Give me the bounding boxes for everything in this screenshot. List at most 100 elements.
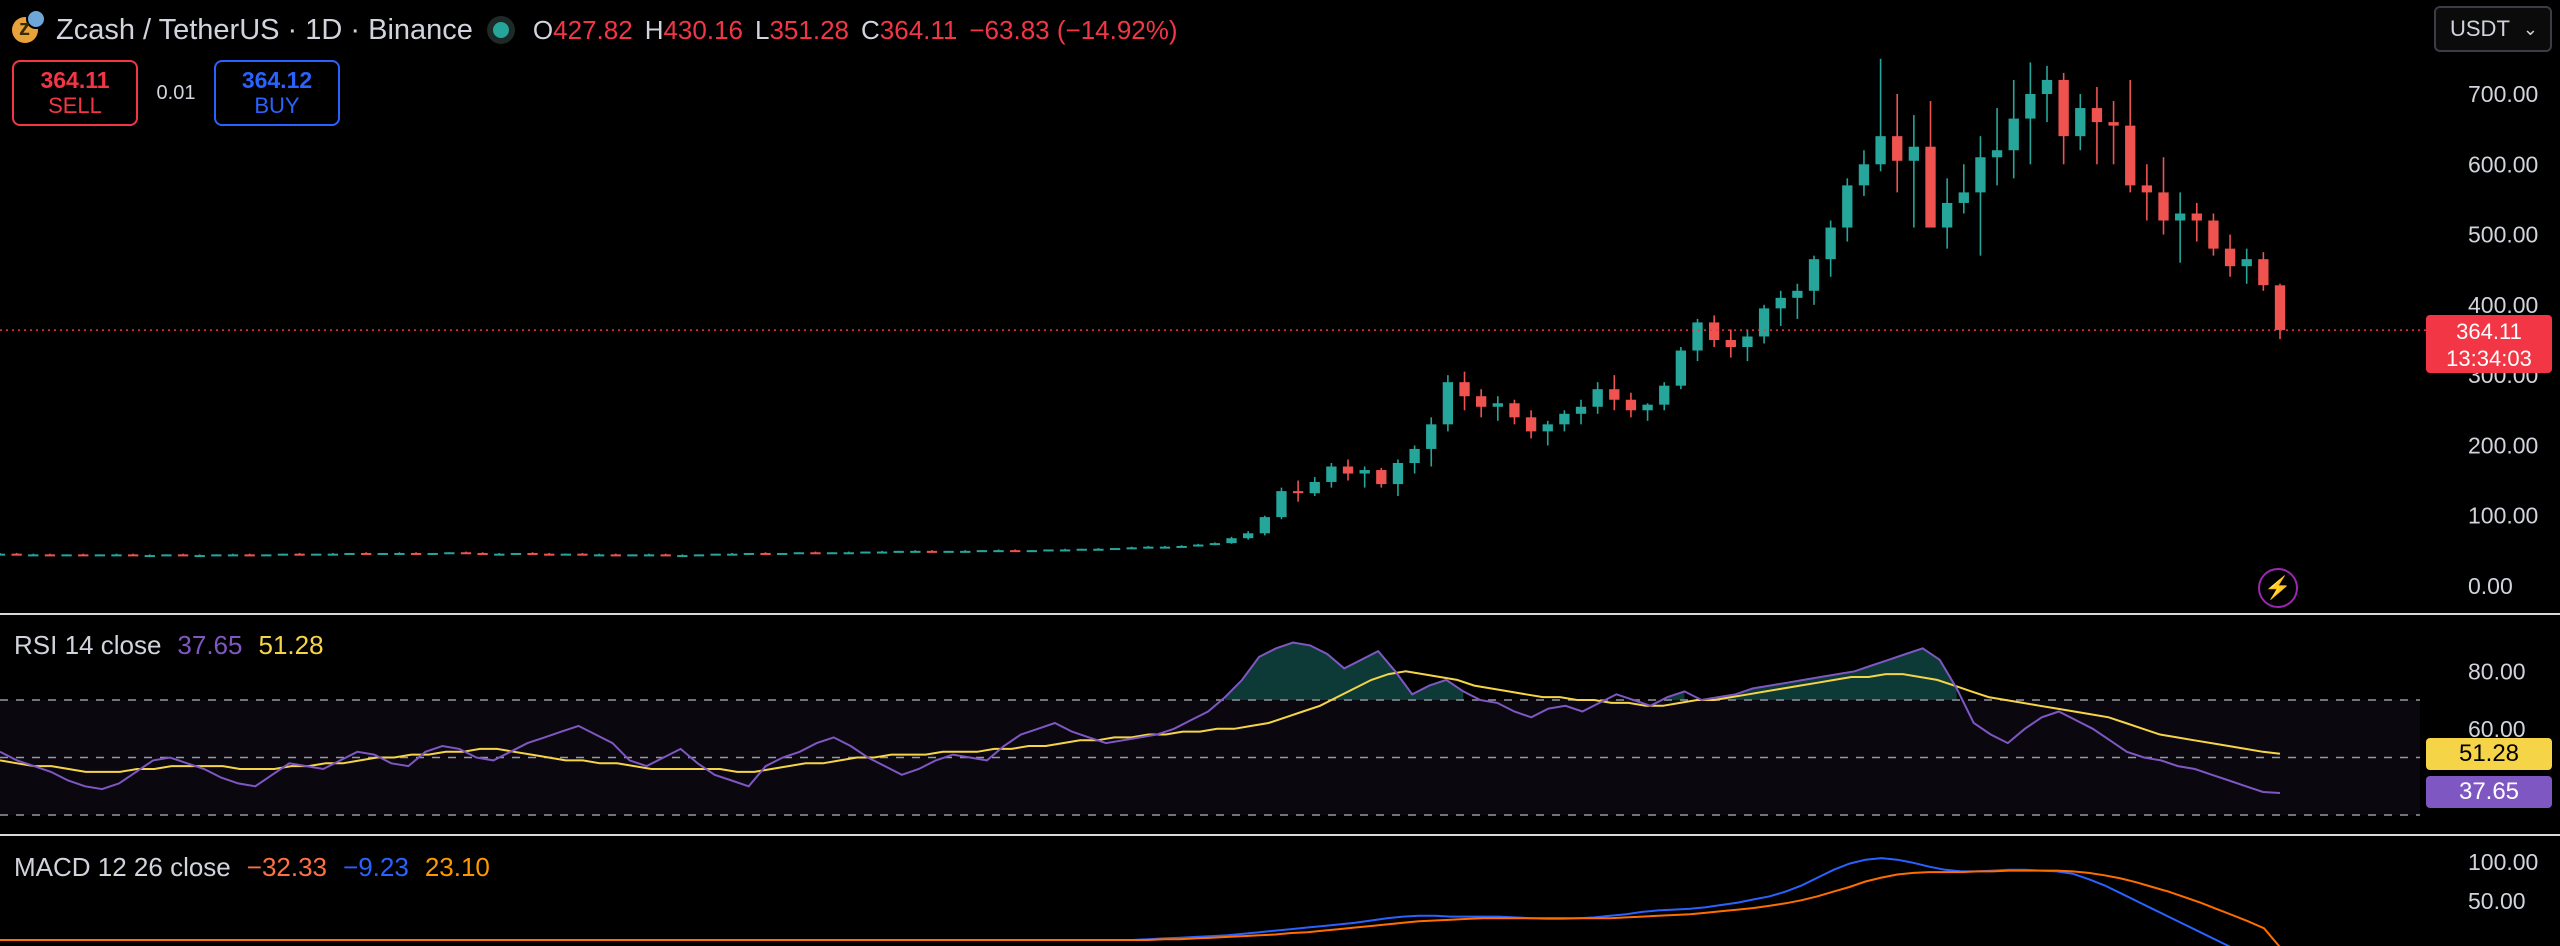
candle-body [777,552,788,555]
candle-body [1226,538,1237,544]
candle-body [843,552,854,555]
candle-body [1559,413,1570,425]
zcash-coin-icon [12,9,46,43]
high-value: 430.16 [663,14,743,45]
candle-body [1043,549,1054,552]
sell-button[interactable]: 364.11 SELL [12,60,138,126]
candle-body [2224,248,2236,267]
open-value: 427.82 [553,14,633,45]
candle-body [1426,424,1437,449]
candle-body [793,552,804,555]
candle-body [1725,340,1736,348]
candle-body [394,552,405,555]
candle-body [1243,533,1254,539]
candle-body [2208,220,2219,249]
candle-body [11,553,22,556]
candle-body [727,553,738,556]
candle-body [993,550,1004,553]
open-label: O [532,14,554,45]
rsi-label[interactable]: RSI 14 close [14,630,162,660]
candle-body [1076,548,1087,551]
chevron-down-icon: ⌄ [2522,18,2538,39]
candle-body [1675,350,1687,386]
candle-body [61,554,72,557]
candle-body [876,551,888,554]
candle-body [1059,549,1071,552]
candle-body [1775,297,1786,309]
candle-body [494,553,505,556]
candle-body [1492,403,1503,407]
price-axis-label: 100.00 [2468,503,2538,529]
candle-body [0,553,6,556]
candle-body [127,554,139,557]
candle-body [1509,403,1520,418]
candle-body [2025,94,2036,119]
signal-line [0,869,2281,946]
market-status-icon[interactable] [492,22,509,38]
candle-body [1126,547,1137,550]
candle-body [743,552,755,555]
candle-body [1109,548,1121,551]
candle-body [2158,192,2169,221]
price-axis-label: 700.00 [2468,81,2538,107]
change-value: −63.83 (−14.92%) [969,14,1178,45]
candle-body [1176,545,1187,548]
candle-body [177,554,189,557]
candle-body [2091,108,2103,123]
candle-body [1575,406,1587,414]
candle-body [1858,164,1870,186]
candle-body [211,554,222,557]
candle-body [227,554,239,557]
candle-body [1609,389,1620,400]
candle-body [1592,389,1603,407]
macd-signal-value: −9.23 [343,852,409,882]
price-axis-label: 600.00 [2468,151,2538,177]
low-label: L [755,14,770,45]
symbol-title[interactable]: Zcash / TetherUS · 1D · Binance [56,13,473,46]
candle-body [2241,259,2252,267]
candle-body [1476,396,1487,407]
candle-body [960,550,971,553]
macd-hist-value: 23.10 [424,852,490,882]
candle-body [277,553,289,556]
last-price-value: 364.11 [2456,319,2522,344]
sell-label: SELL [48,93,102,118]
macd-label[interactable]: MACD 12 26 close [14,852,231,882]
rsi-ma-tag: 51.28 [2426,738,2552,770]
candle-body [1991,150,2003,158]
rsi-legend: RSI 14 close 37.65 51.28 [14,630,324,661]
candle-body [2274,285,2286,331]
candle-body [1525,417,1537,432]
price-axis-label: 400.00 [2468,292,2538,318]
candle-body [460,552,472,555]
candle-body [1276,491,1287,518]
candle-body [976,550,988,553]
candle-body [926,550,938,553]
candle-body [377,552,388,555]
candle-body [344,552,355,555]
candle-body [910,550,921,553]
currency-select[interactable]: USDT ⌄ [2434,6,2552,52]
candle-body [78,554,89,557]
candle-body [693,554,705,557]
sell-price: 364.11 [40,67,110,93]
candle-body [1659,385,1670,405]
candle-body [1758,308,1770,337]
buy-button[interactable]: 364.12 BUY [214,60,340,126]
candle-body [893,550,904,553]
close-value: 364.11 [879,14,958,45]
candle-body [294,553,305,556]
candle-body [427,552,438,555]
buy-price: 364.12 [241,67,313,93]
candle-body [560,553,571,556]
candle-body [593,554,605,557]
candle-body [1975,157,1986,193]
price-axis-label: 500.00 [2468,222,2538,248]
high-label: H [644,14,664,45]
lightning-icon[interactable]: ⚡ [2258,568,2298,608]
candle-body [2075,108,2086,137]
candle-body [860,551,871,554]
rsi-axis-label: 60.00 [2468,716,2526,742]
macd-legend: MACD 12 26 close −32.33 −9.23 23.10 [14,852,490,883]
